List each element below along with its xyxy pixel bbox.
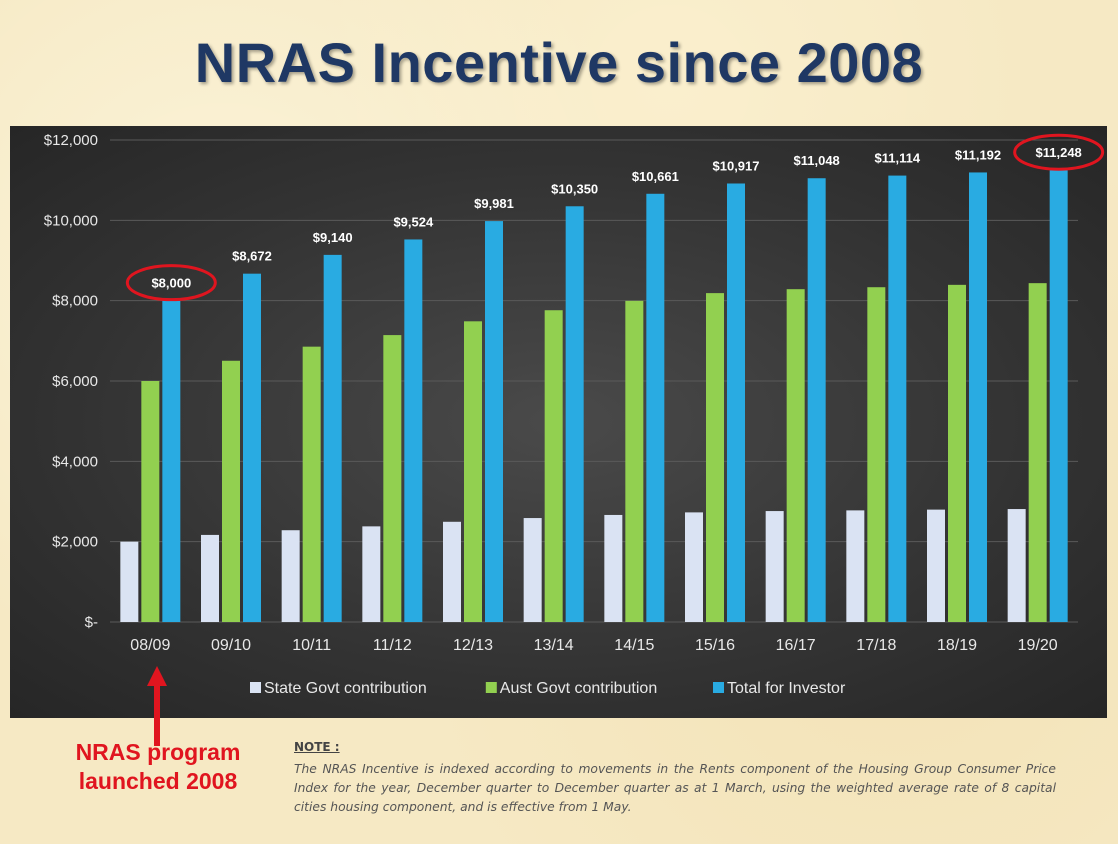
data-label: $9,981 <box>474 196 514 211</box>
data-label: $8,000 <box>151 276 191 291</box>
bar-aust-govt-contribution <box>222 360 240 622</box>
bar-aust-govt-contribution <box>786 289 805 622</box>
data-label: $10,350 <box>551 181 598 196</box>
y-tick-label: $10,000 <box>44 212 98 229</box>
bar-state-govt-contribution <box>765 511 784 622</box>
x-tick-label: 15/16 <box>695 637 735 654</box>
bar-total-for-investor <box>323 254 342 623</box>
chart-panel: $- $2,000 $4,000 $6,000 $8,000 $10,000 $12,000… <box>10 126 1107 718</box>
data-label: $10,661 <box>632 169 679 184</box>
bar-state-govt-contribution <box>604 514 623 622</box>
highlight-circle <box>1013 133 1105 171</box>
bar-state-govt-contribution <box>685 512 703 622</box>
x-tick-label: 10/11 <box>292 637 331 654</box>
data-label: $10,917 <box>713 159 760 174</box>
bar-chart: $- $2,000 $4,000 $6,000 $8,000 $10,000 $12,000… <box>44 132 1105 697</box>
x-tick-label: 16/17 <box>776 637 816 654</box>
bar-aust-govt-contribution <box>302 346 321 622</box>
bar-aust-govt-contribution <box>867 287 886 622</box>
bar-state-govt-contribution <box>523 518 542 622</box>
bar-state-govt-contribution <box>362 526 381 622</box>
bar-state-govt-contribution <box>281 530 300 622</box>
note-heading: NOTE : <box>294 740 340 754</box>
page-title: NRAS Incentive since 2008 <box>194 31 924 94</box>
x-tick-label: 09/10 <box>211 637 251 654</box>
y-tick-label: $- <box>85 614 98 631</box>
x-tick-label: 12/13 <box>453 637 493 654</box>
bar-total-for-investor <box>404 239 423 622</box>
data-label: $8,672 <box>232 249 272 264</box>
bar-aust-govt-contribution <box>383 335 402 622</box>
highlight-circle <box>125 264 217 302</box>
bar-state-govt-contribution <box>1007 509 1026 622</box>
x-tick-label: 18/19 <box>937 637 977 654</box>
note-body: The NRAS Incentive is indexed according … <box>294 762 1056 814</box>
bar-total-for-investor <box>727 183 745 623</box>
bar-aust-govt-contribution <box>625 300 644 622</box>
bar-total-for-investor <box>807 178 826 623</box>
data-label: $9,140 <box>313 230 353 245</box>
bar-state-govt-contribution <box>120 541 139 622</box>
y-tick-label: $4,000 <box>52 453 98 470</box>
bar-total-for-investor <box>485 221 503 622</box>
data-label: $11,114 <box>875 151 921 166</box>
legend-label: State Govt contribution <box>264 680 427 697</box>
bar-total-for-investor <box>646 193 665 622</box>
legend-label: Total for Investor <box>727 680 846 697</box>
legend-swatch <box>250 682 261 693</box>
bar-aust-govt-contribution <box>948 284 966 622</box>
y-tick-label: $12,000 <box>44 132 98 149</box>
bar-state-govt-contribution <box>927 509 945 622</box>
bar-total-for-investor <box>969 172 987 623</box>
data-label: $11,048 <box>794 153 840 168</box>
bar-state-govt-contribution <box>846 510 865 622</box>
bar-aust-govt-contribution <box>464 321 482 622</box>
bar-aust-govt-contribution <box>141 381 160 622</box>
data-label: $9,524 <box>393 214 434 229</box>
bar-total-for-investor <box>565 206 584 622</box>
data-label: $11,248 <box>1036 145 1082 160</box>
x-tick-label: 13/14 <box>534 637 574 654</box>
bar-aust-govt-contribution <box>706 293 724 622</box>
bar-total-for-investor <box>888 175 907 623</box>
bar-state-govt-contribution <box>443 521 461 622</box>
bar-aust-govt-contribution <box>544 310 563 622</box>
y-tick-label: $2,000 <box>52 534 98 551</box>
y-tick-label: $6,000 <box>52 373 98 390</box>
x-tick-label: 14/15 <box>614 637 654 654</box>
y-tick-label: $8,000 <box>52 293 98 310</box>
bar-total-for-investor <box>1049 170 1068 623</box>
x-tick-label: 17/18 <box>856 637 896 654</box>
launch-annotation: NRAS program launched 2008 <box>75 739 241 794</box>
bar-state-govt-contribution <box>201 534 219 622</box>
x-tick-label: 11/12 <box>373 637 412 654</box>
bar-aust-govt-contribution <box>1028 283 1047 622</box>
bar-total-for-investor <box>162 300 181 622</box>
x-tick-label: 08/09 <box>130 637 170 654</box>
bar-total-for-investor <box>243 273 261 622</box>
arrow-up-icon <box>147 666 167 746</box>
x-tick-label: 19/20 <box>1018 637 1058 654</box>
data-label: $11,192 <box>955 147 1001 162</box>
legend-label: Aust Govt contribution <box>500 680 657 697</box>
legend-swatch <box>713 682 724 693</box>
legend-swatch <box>485 682 497 693</box>
